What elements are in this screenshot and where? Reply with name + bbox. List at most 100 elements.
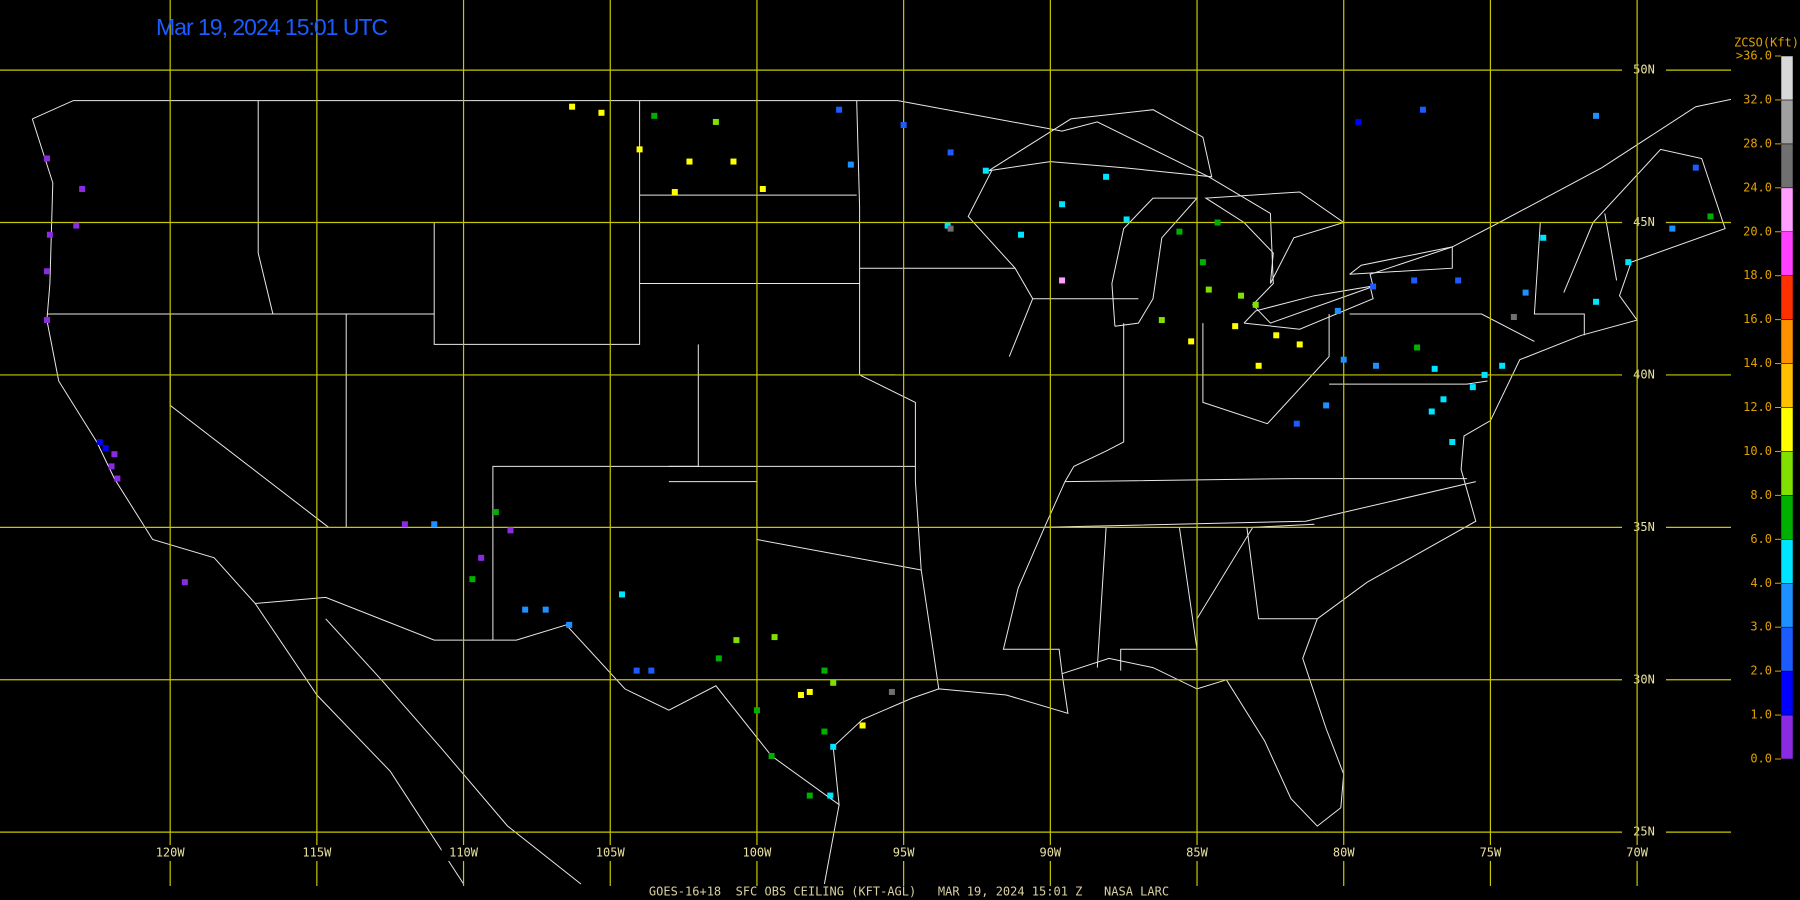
label-backing <box>1321 845 1366 861</box>
longitude-label: 70W <box>1626 846 1648 860</box>
longitude-label: 120W <box>156 846 186 860</box>
colorbar-swatch <box>1780 714 1794 760</box>
station-obs <box>847 161 854 168</box>
label-backing <box>734 845 779 861</box>
latitude-label: 40N <box>1633 367 1655 381</box>
colorbar-swatch <box>1780 670 1794 716</box>
longitude-label: 85W <box>1186 846 1208 860</box>
footer: GOES-16+18 SFC OBS CEILING (KFT-AGL) MAR… <box>649 885 1169 899</box>
coastline <box>254 603 465 885</box>
station-obs <box>1499 362 1506 369</box>
station-obs <box>1293 420 1300 427</box>
station-obs <box>43 155 50 162</box>
station-obs <box>1449 438 1456 445</box>
station-obs <box>1176 228 1183 235</box>
colorbar-swatch <box>1780 231 1794 276</box>
colorbar-swatch <box>1780 187 1794 232</box>
station-obs <box>636 146 643 153</box>
station-obs <box>73 222 80 229</box>
map-title: Mar 19, 2024 15:01 UTC <box>156 14 388 40</box>
colorbar-label: 12.0 <box>1743 400 1772 414</box>
colorbar-swatch <box>1780 451 1794 496</box>
station-obs <box>1238 292 1245 299</box>
label-backing <box>148 845 193 861</box>
label-backing <box>441 845 486 861</box>
colorbar-swatch <box>1780 407 1794 452</box>
station-obs <box>1510 314 1517 321</box>
label-backing <box>881 845 926 861</box>
station-obs <box>1103 173 1110 180</box>
colorbar-swatch <box>1780 583 1794 628</box>
colorbar-label: 16.0 <box>1743 312 1772 326</box>
colorbar-swatch <box>1780 495 1794 540</box>
label-backing <box>1622 214 1666 231</box>
coastline <box>1202 314 1330 425</box>
colorbar-label: 3.0 <box>1750 620 1772 634</box>
colorbar-swatch <box>1780 363 1794 408</box>
colorbar-swatch <box>1780 319 1794 364</box>
coastline <box>1204 191 1345 284</box>
station-obs <box>1469 384 1476 391</box>
colorbar-swatch <box>1780 626 1794 672</box>
label-backing <box>1468 845 1513 861</box>
colorbar-title: ZCSO(Kft) <box>1734 36 1799 50</box>
colorbar-swatch <box>1780 275 1794 320</box>
station-obs <box>768 752 775 759</box>
station-obs <box>1199 259 1206 266</box>
colorbar-label: 20.0 <box>1743 224 1772 238</box>
coastline <box>1044 481 1476 528</box>
station-obs <box>947 149 954 156</box>
station-obs <box>43 317 50 324</box>
station-obs <box>1625 259 1632 266</box>
colorbar-label: 14.0 <box>1743 356 1772 370</box>
longitude-label: 115W <box>302 846 332 860</box>
colorbar-label: 1.0 <box>1750 708 1772 722</box>
colorbar-swatch <box>1780 143 1794 189</box>
station-obs <box>1255 362 1262 369</box>
station-obs <box>1252 301 1259 308</box>
latitude-label: 45N <box>1633 215 1655 229</box>
station-obs <box>542 606 549 613</box>
colorbar-label: 24.0 <box>1743 180 1772 194</box>
station-obs <box>1205 286 1212 293</box>
station-obs <box>1017 231 1024 238</box>
station-obs <box>827 792 834 799</box>
colorbar-label: 18.0 <box>1743 268 1772 282</box>
station-obs <box>730 158 737 165</box>
station-obs <box>733 637 740 644</box>
coastline <box>1120 527 1198 671</box>
latitude-label: 30N <box>1633 672 1655 686</box>
station-obs <box>469 576 476 583</box>
station-obs <box>651 112 658 119</box>
graticule: 25N 30N 35N 40N 45N 50N 120W 115W 110W 105W 100W 95… <box>0 0 1731 886</box>
longitude-label: 75W <box>1480 846 1502 860</box>
label-backing <box>588 845 633 861</box>
colorbar-label: 8.0 <box>1750 488 1772 502</box>
station-obs <box>900 121 907 128</box>
station-obs <box>1334 307 1341 314</box>
station-obs <box>181 579 188 586</box>
station-obs <box>492 509 499 516</box>
station-obs <box>821 667 828 674</box>
colorbar-label: >36.0 <box>1736 49 1772 63</box>
station-obs <box>1214 219 1221 226</box>
latitude-label: 50N <box>1633 63 1655 77</box>
colorbar-label: 32.0 <box>1743 92 1772 106</box>
label-backing <box>294 845 339 861</box>
station-obs <box>1123 216 1130 223</box>
coastline <box>492 344 699 641</box>
station-obs <box>671 189 678 196</box>
station-obs <box>598 109 605 116</box>
station-obs <box>947 225 954 232</box>
coastline <box>257 100 274 315</box>
coastline <box>1246 527 1318 620</box>
coastline <box>823 804 840 885</box>
colorbar: 0.0 1.0 2.0 3.0 4.0 6.0 8.0 10.0 12.0 14.0 16.0 18.… <box>1734 36 1799 766</box>
station-obs <box>830 679 837 686</box>
station-obs <box>821 728 828 735</box>
coastline <box>1349 313 1535 342</box>
station-obs <box>1522 289 1529 296</box>
station-obs <box>1414 344 1421 351</box>
coastline <box>1329 380 1488 385</box>
station-obs <box>43 268 50 275</box>
